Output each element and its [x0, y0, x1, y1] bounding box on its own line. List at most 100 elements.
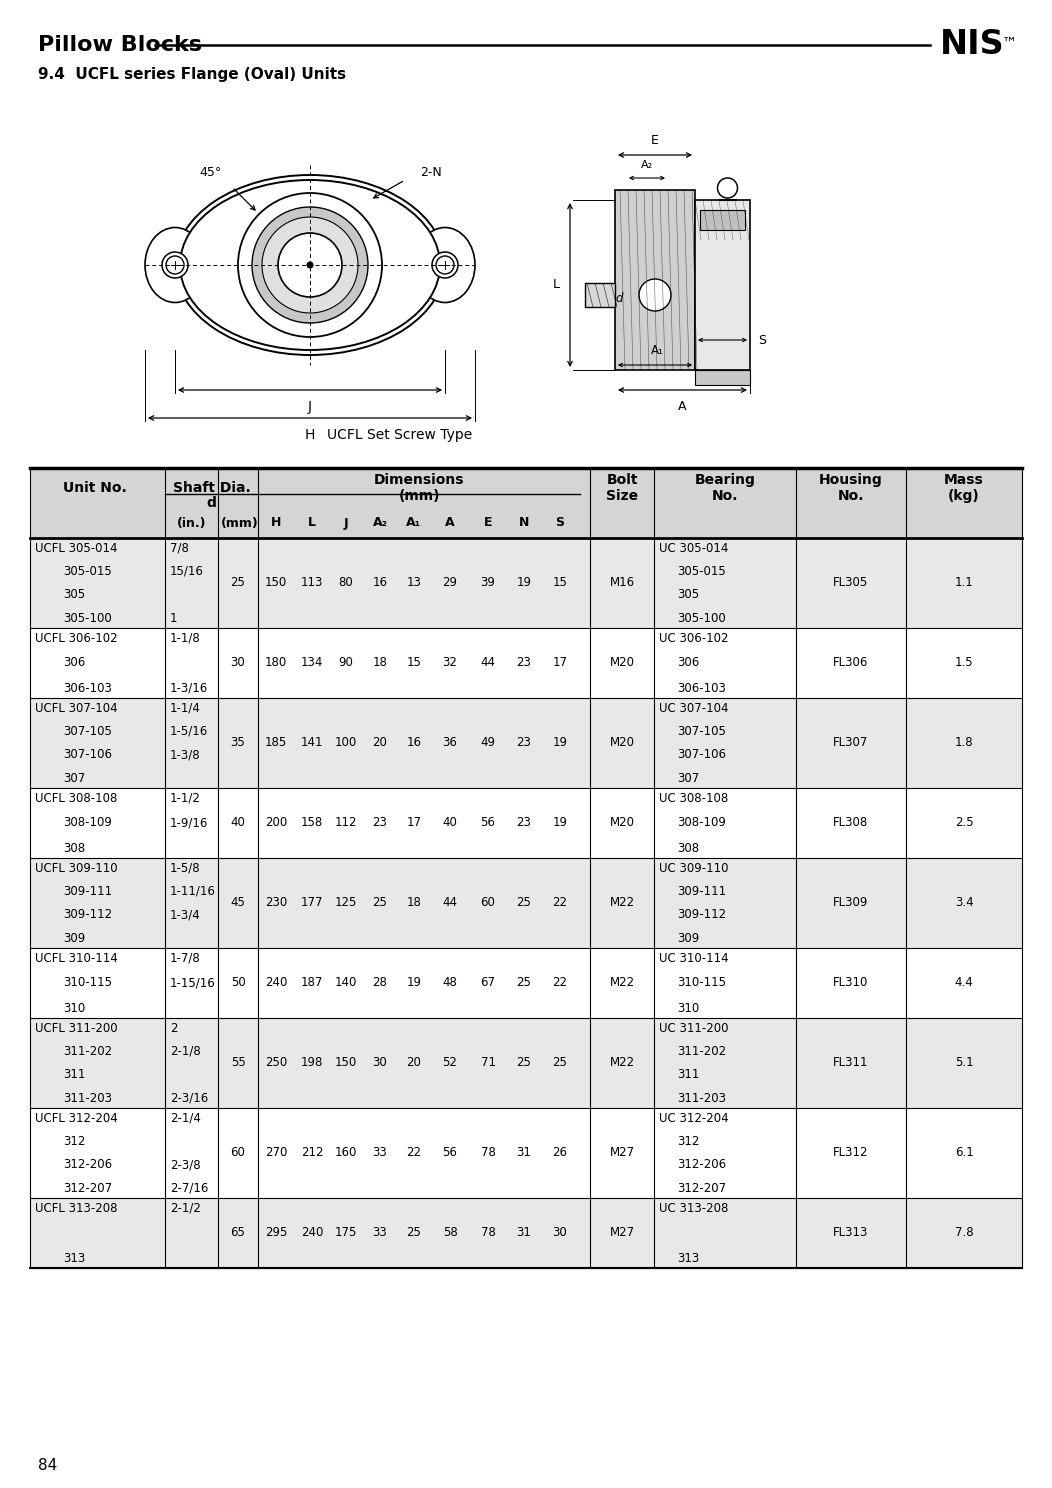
Circle shape	[639, 278, 671, 311]
Text: 25: 25	[552, 1056, 567, 1070]
Text: 13: 13	[406, 576, 422, 589]
Text: UCFL 305-014: UCFL 305-014	[35, 542, 118, 555]
Text: 305: 305	[677, 588, 700, 601]
Text: UCFL 311-200: UCFL 311-200	[35, 1021, 118, 1034]
Text: 32: 32	[443, 656, 458, 670]
Text: 1.1: 1.1	[954, 576, 973, 589]
Text: 305-015: 305-015	[677, 565, 726, 577]
Bar	[31, 1018, 1021, 1109]
Text: d: d	[206, 496, 217, 510]
Text: UC 310-114: UC 310-114	[659, 951, 729, 964]
Text: 311: 311	[63, 1068, 85, 1082]
Text: 22: 22	[552, 896, 567, 909]
Bar	[700, 210, 745, 231]
Text: 160: 160	[335, 1146, 358, 1159]
Bar	[31, 1198, 1021, 1268]
Text: FL311: FL311	[833, 1056, 869, 1070]
Text: 1-1/8: 1-1/8	[170, 631, 201, 644]
Text: 36: 36	[443, 737, 458, 750]
Text: 2-1/4: 2-1/4	[170, 1112, 201, 1125]
Text: (mm): (mm)	[399, 490, 440, 503]
Text: 4.4: 4.4	[954, 976, 973, 990]
Text: (in.): (in.)	[177, 516, 206, 530]
Text: 305-015: 305-015	[63, 565, 112, 577]
Text: 1-5/8: 1-5/8	[170, 862, 201, 875]
Text: 56: 56	[443, 1146, 458, 1159]
Text: 230: 230	[265, 896, 287, 909]
Text: 240: 240	[301, 1226, 323, 1240]
Text: 52: 52	[443, 1056, 458, 1070]
Text: A: A	[679, 400, 687, 414]
Text: 67: 67	[481, 976, 495, 990]
Text: 45: 45	[230, 896, 245, 909]
Text: 56: 56	[481, 817, 495, 829]
Text: 150: 150	[335, 1056, 357, 1070]
Text: L: L	[553, 278, 560, 292]
Ellipse shape	[175, 176, 445, 356]
Circle shape	[436, 256, 454, 274]
Text: 18: 18	[372, 656, 387, 670]
Text: 1.5: 1.5	[954, 656, 973, 670]
Bar	[31, 507, 1021, 539]
Text: 33: 33	[372, 1226, 387, 1240]
Text: 30: 30	[372, 1056, 387, 1070]
Text: 25: 25	[517, 896, 531, 909]
Text: 309-111: 309-111	[677, 885, 726, 897]
Ellipse shape	[414, 228, 476, 302]
Text: 305-100: 305-100	[63, 612, 112, 625]
Text: UC 311-200: UC 311-200	[659, 1021, 728, 1034]
Text: UC 305-014: UC 305-014	[659, 542, 728, 555]
Text: M16: M16	[609, 576, 634, 589]
Text: 313: 313	[677, 1251, 700, 1265]
Text: 15: 15	[406, 656, 422, 670]
Text: 19: 19	[552, 737, 567, 750]
Text: 177: 177	[301, 896, 323, 909]
Bar	[31, 948, 1021, 1018]
Text: M22: M22	[609, 1056, 634, 1070]
Bar	[31, 539, 1021, 628]
Text: 55: 55	[230, 1056, 245, 1070]
Text: 312-206: 312-206	[63, 1158, 113, 1171]
Text: J: J	[344, 516, 348, 530]
Text: 1-3/8: 1-3/8	[170, 748, 201, 762]
Text: 25: 25	[406, 1226, 422, 1240]
Text: 2-1/8: 2-1/8	[170, 1045, 201, 1058]
Text: 311-202: 311-202	[63, 1045, 113, 1058]
Text: 90: 90	[339, 656, 353, 670]
Text: 311-203: 311-203	[677, 1092, 726, 1104]
Text: 23: 23	[517, 817, 531, 829]
Text: 158: 158	[301, 817, 323, 829]
Text: 180: 180	[265, 656, 287, 670]
Text: 307: 307	[677, 771, 700, 784]
Text: 20: 20	[406, 1056, 422, 1070]
Text: 40: 40	[443, 817, 458, 829]
Text: 78: 78	[481, 1146, 495, 1159]
Circle shape	[166, 256, 184, 274]
Text: E: E	[651, 134, 659, 147]
Text: 60: 60	[230, 1146, 245, 1159]
Text: 1-9/16: 1-9/16	[170, 817, 208, 829]
Text: 1-5/16: 1-5/16	[170, 725, 208, 738]
Text: 17: 17	[552, 656, 567, 670]
Text: L: L	[308, 516, 316, 530]
Text: 15/16: 15/16	[170, 565, 204, 577]
Text: ™: ™	[1002, 36, 1017, 51]
Text: 311-202: 311-202	[677, 1045, 726, 1058]
Text: (mm): (mm)	[221, 516, 259, 530]
Text: FL313: FL313	[833, 1226, 869, 1240]
Bar	[695, 199, 750, 371]
Text: 312-207: 312-207	[63, 1181, 113, 1195]
Text: 250: 250	[265, 1056, 287, 1070]
Text: 1-7/8: 1-7/8	[170, 951, 201, 964]
Text: A₁: A₁	[650, 344, 664, 357]
Text: M20: M20	[609, 737, 634, 750]
Text: 2.5: 2.5	[954, 817, 973, 829]
Text: 50: 50	[230, 976, 245, 990]
Text: UCFL 310-114: UCFL 310-114	[35, 951, 118, 964]
Text: 311: 311	[677, 1068, 700, 1082]
Text: UC 307-104: UC 307-104	[659, 701, 728, 714]
Text: 309-111: 309-111	[63, 885, 113, 897]
Text: 140: 140	[335, 976, 358, 990]
Text: 19: 19	[552, 817, 567, 829]
Circle shape	[278, 234, 342, 298]
